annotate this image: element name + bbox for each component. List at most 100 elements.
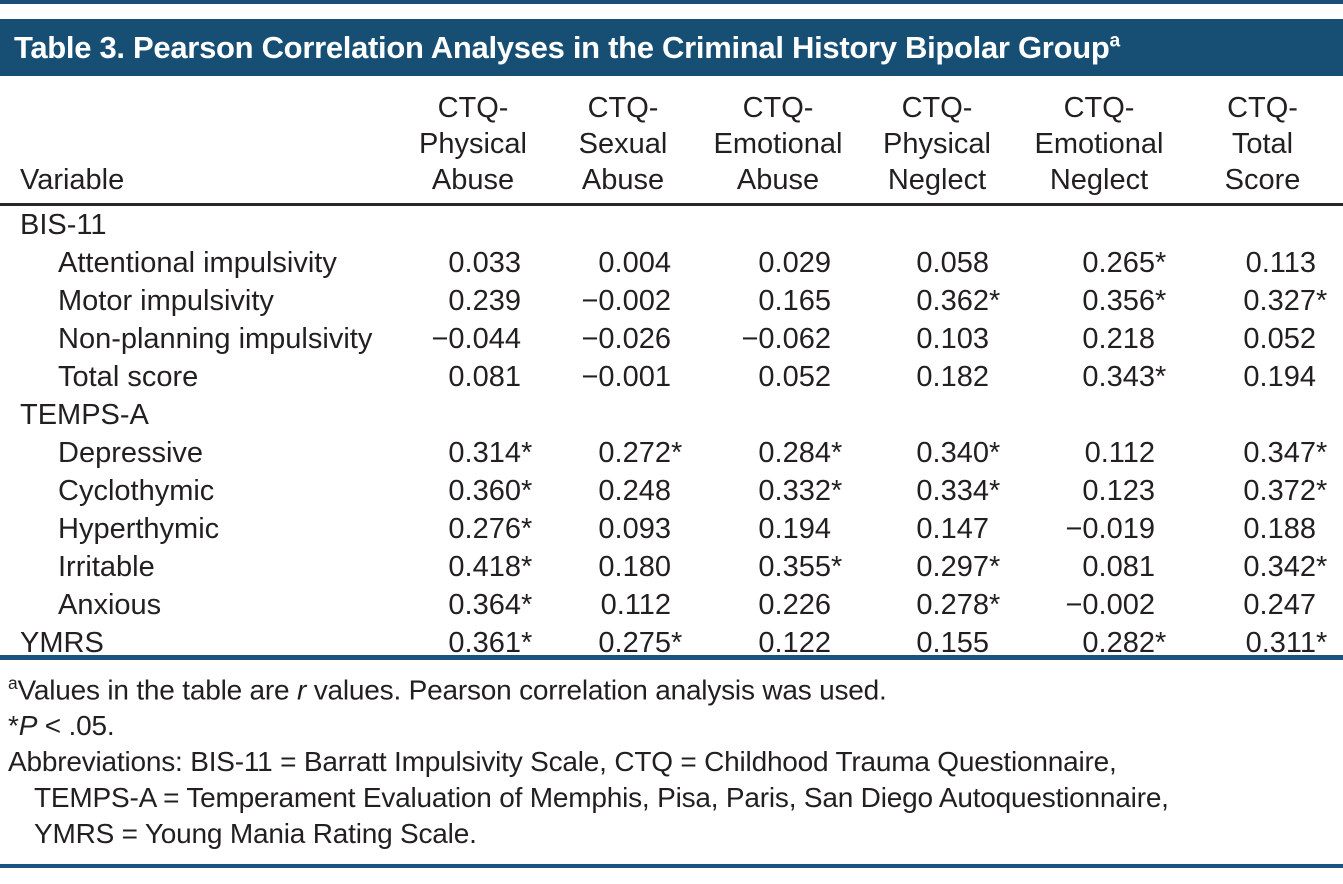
correlation-cell: 0.418*: [448, 551, 533, 583]
table-row-hyperthymic: Hyperthymic 0.276* 0.093 0.194 0.147 −0.…: [0, 510, 1343, 548]
footnote-abbreviations-line2: TEMPS-A = Temperament Evaluation of Memp…: [34, 782, 1169, 814]
row-label: Cyclothymic: [58, 475, 215, 507]
correlation-cell: 0.182: [916, 361, 989, 393]
correlation-cell: [398, 396, 548, 434]
correlation-cell: 0.029: [758, 247, 831, 279]
row-label: Irritable: [58, 551, 155, 583]
table-row-bis-total-score: Total score 0.081 −0.001 0.052 0.182 0.3…: [0, 358, 1343, 396]
correlation-cell: 0.004: [598, 247, 671, 279]
correlation-cell: 0.265*: [1082, 247, 1167, 279]
correlation-cell: 0.147: [916, 513, 989, 545]
correlation-cell: 0.239: [448, 285, 521, 317]
column-header-ctq-emotional-neglect: CTQ- Emotional Neglect: [1016, 76, 1182, 206]
table-row-ymrs: YMRS 0.361* 0.275* 0.122 0.155 0.282* 0.…: [0, 624, 1343, 662]
correlation-cell: [1182, 396, 1343, 434]
correlation-cell: [1016, 396, 1182, 434]
correlation-cell: 0.355*: [758, 551, 843, 583]
correlation-cell: [1182, 205, 1343, 245]
correlation-cell: [548, 205, 698, 245]
correlation-cell: 0.361*: [448, 627, 533, 659]
table-row-section-bis-11: BIS-11: [0, 205, 1343, 245]
column-header-ctq-physical-neglect: CTQ- Physical Neglect: [858, 76, 1016, 206]
correlation-cell: 0.081: [448, 361, 521, 393]
correlation-cell: 0.194: [1243, 361, 1316, 393]
correlation-cell: 0.278*: [916, 589, 1001, 621]
correlation-cell: 0.275*: [598, 627, 683, 659]
correlation-cell: 0.340*: [916, 437, 1001, 469]
correlation-cell: 0.122: [758, 627, 831, 659]
correlation-cell: [698, 396, 858, 434]
table-row-anxious: Anxious 0.364* 0.112 0.226 0.278* −0.002…: [0, 586, 1343, 624]
correlation-cell: [858, 396, 1016, 434]
correlation-cell: 0.194: [758, 513, 831, 545]
correlation-cell: 0.327*: [1243, 285, 1328, 317]
row-label: Total score: [58, 361, 199, 393]
column-header-ctq-physical-abuse: CTQ- Physical Abuse: [398, 76, 548, 206]
column-header-ctq-total-score: CTQ- Total Score: [1182, 76, 1343, 206]
correlation-cell: 0.272*: [598, 437, 683, 469]
table-title-text: Table 3. Pearson Correlation Analyses in…: [14, 29, 1110, 65]
significance-asterisk: *: [8, 710, 19, 742]
table-row-non-planning-impulsivity: Non-planning impulsivity −0.044 −0.026 −…: [0, 320, 1343, 358]
table-row-motor-impulsivity: Motor impulsivity 0.239 −0.002 0.165 0.3…: [0, 282, 1343, 320]
correlation-cell: 0.284*: [758, 437, 843, 469]
correlation-cell: [398, 205, 548, 245]
correlation-cell: −0.026: [581, 323, 671, 355]
correlation-cell: −0.002: [581, 285, 671, 317]
column-header-ctq-emotional-abuse: CTQ- Emotional Abuse: [698, 76, 858, 206]
correlation-cell: 0.334*: [916, 475, 1001, 507]
correlation-cell: 0.372*: [1243, 475, 1328, 507]
correlation-cell: 0.188: [1243, 513, 1316, 545]
header-row: Variable CTQ- Physical Abuse CTQ- Sexual…: [0, 76, 1343, 206]
correlation-cell: 0.081: [1082, 551, 1155, 583]
correlation-cell: 0.052: [1243, 323, 1316, 355]
correlation-cell: 0.347*: [1243, 437, 1328, 469]
correlation-cell: 0.276*: [448, 513, 533, 545]
correlation-cell: −0.062: [741, 323, 831, 355]
correlation-cell: 0.093: [598, 513, 671, 545]
footnote-abbreviations-line3: YMRS = Young Mania Rating Scale.: [34, 818, 477, 850]
correlation-cell: 0.282*: [1082, 627, 1167, 659]
correlation-cell: 0.226: [758, 589, 831, 621]
correlation-cell: 0.314*: [448, 437, 533, 469]
footnote-r-values: aValues in the table are r values. Pears…: [8, 673, 887, 706]
correlation-cell: 0.343*: [1082, 361, 1167, 393]
row-label: Attentional impulsivity: [58, 247, 337, 279]
footnote-abbreviations-line1: Abbreviations: BIS-11 = Barratt Impulsiv…: [8, 746, 1117, 778]
correlation-cell: 0.103: [916, 323, 989, 355]
row-label: BIS-11: [20, 209, 107, 241]
table-row-irritable: Irritable 0.418* 0.180 0.355* 0.297* 0.0…: [0, 548, 1343, 586]
correlation-cell: 0.362*: [916, 285, 1001, 317]
row-label: Anxious: [58, 589, 162, 621]
correlation-cell: 0.165: [758, 285, 831, 317]
correlation-cell: 0.297*: [916, 551, 1001, 583]
row-label: Hyperthymic: [58, 513, 220, 545]
correlation-cell: 0.218: [1082, 323, 1155, 355]
table-row-depressive: Depressive 0.314* 0.272* 0.284* 0.340* 0…: [0, 434, 1343, 472]
correlation-cell: 0.112: [1084, 437, 1155, 469]
top-divider-rule: [0, 0, 1343, 4]
correlation-cell: −0.002: [1065, 589, 1155, 621]
table-row-section-temps-a: TEMPS-A: [0, 396, 1343, 434]
correlation-cell: [1016, 205, 1182, 245]
correlation-cell: −0.019: [1065, 513, 1155, 545]
correlation-cell: 0.113: [1245, 247, 1316, 279]
correlation-cell: 0.058: [916, 247, 989, 279]
correlation-cell: −0.044: [431, 323, 521, 355]
column-header-variable: Variable: [0, 76, 398, 206]
row-label: Non-planning impulsivity: [58, 323, 373, 355]
correlation-cell: [548, 396, 698, 434]
correlation-cell: 0.052: [758, 361, 831, 393]
correlation-cell: 0.248: [598, 475, 671, 507]
correlation-cell: 0.247: [1243, 589, 1316, 621]
row-label: Depressive: [58, 437, 204, 469]
correlation-cell: 0.356*: [1082, 285, 1167, 317]
correlation-cell: [858, 205, 1016, 245]
row-label: TEMPS-A: [20, 399, 149, 431]
table-row-attentional-impulsivity: Attentional impulsivity 0.033 0.004 0.02…: [0, 244, 1343, 282]
correlation-table: Variable CTQ- Physical Abuse CTQ- Sexual…: [0, 76, 1343, 662]
table-row-cyclothymic: Cyclothymic 0.360* 0.248 0.332* 0.334* 0…: [0, 472, 1343, 510]
correlation-cell: 0.342*: [1243, 551, 1328, 583]
correlation-cell: 0.364*: [448, 589, 533, 621]
